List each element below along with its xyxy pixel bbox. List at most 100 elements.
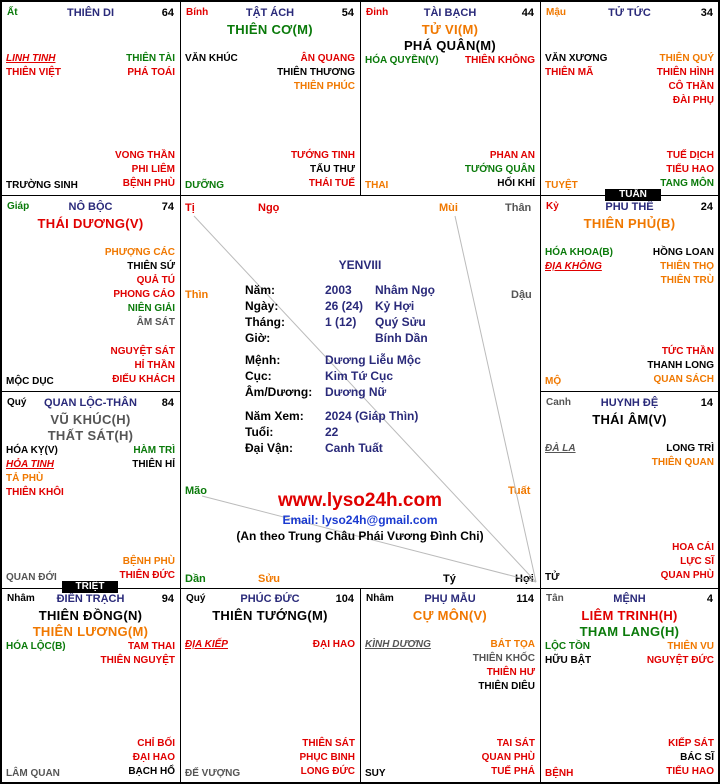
- main-star: LIÊM TRINH(H): [581, 608, 678, 623]
- left-stars: HÓA QUYỀN(V): [365, 54, 439, 68]
- minor-star: QUAN PHÙ: [481, 752, 535, 763]
- bottom-right-stars: HOA CÁI LỰC SĨ QUAN PHÙ: [661, 541, 714, 583]
- grid-line: [360, 0, 361, 196]
- left-stars: LINH TINH THIÊN VIỆT: [6, 52, 61, 80]
- minor-star: TAI SÁT: [496, 738, 535, 749]
- minor-star: PHI LIÊM: [131, 164, 175, 175]
- right-stars: TAM THAI THIÊN NGUYỆT: [101, 640, 175, 668]
- info-value-2: Nhâm Ngọ: [375, 283, 435, 297]
- minor-star: THIÊN HƯ: [486, 667, 535, 678]
- palace-header: Nhâm PHỤ MẪU 114: [366, 593, 534, 607]
- minor-star: KIẾP SÁT: [668, 738, 714, 749]
- minor-star: THIÊN VIỆT: [6, 67, 62, 78]
- minor-star: VĂN KHÚC: [185, 53, 238, 64]
- right-stars: PHƯỢNG CÁC THIÊN SỨ QUẢ TÚ PHONG CÁO NIÊN GI…: [105, 246, 175, 330]
- branch-than: Thân: [505, 202, 532, 214]
- method-note: (An theo Trung Châu Phái Vương Đình Chi): [236, 529, 484, 543]
- palace-age-number: 24: [700, 201, 713, 213]
- palace-name: QUAN LỘC-THÂN: [44, 397, 137, 409]
- minor-star: LONG TRÌ: [666, 443, 714, 454]
- minor-star: LỘC TỒN: [545, 641, 590, 652]
- bottom-right-stars: TUẾ DỊCH TIỂU HAO TANG MÔN: [660, 149, 714, 191]
- palace-age-number: 74: [161, 201, 174, 213]
- minor-star: HÓA KỴ(V): [6, 445, 58, 456]
- minor-star: LỰC SĨ: [680, 556, 714, 567]
- palace-c1: Bính TẬT ÁCH 54 THIÊN CƠ(M) VĂN KHÚC ÂN QUA…: [181, 2, 359, 194]
- minor-star: HOA CÁI: [672, 542, 714, 553]
- chart-owner-name: YENVIII: [338, 258, 382, 272]
- bottom-right-stars: BỆNH PHÙ THIÊN ĐỨC: [119, 555, 175, 583]
- palace-name: MỆNH: [613, 593, 646, 605]
- heavenly-stem: Canh: [546, 397, 571, 408]
- minor-star: THIÊN KHÔNG: [465, 55, 535, 66]
- minor-star: BỆNH PHÙ: [122, 178, 175, 189]
- minor-star: HÓA QUYỀN(V): [365, 55, 439, 66]
- minor-star: ĐẠI HAO: [132, 752, 175, 763]
- bottom-right-stars: TAI SÁT QUAN PHÙ TUẾ PHÁ: [482, 737, 535, 779]
- main-star: TỬ VI(M): [421, 22, 479, 37]
- minor-star: TIỂU HAO: [666, 766, 714, 777]
- info-value-2: Bính Dần: [375, 331, 428, 345]
- palace-header: Quý PHÚC ĐỨC 104: [186, 593, 354, 607]
- info-label: Năm Xem:: [245, 409, 304, 423]
- main-star: THIÊN TƯỚNG(M): [212, 608, 328, 623]
- branch-ty: Tý: [443, 573, 456, 585]
- branch-tuat: Tuất: [508, 485, 531, 497]
- minor-star: TAM THAI: [127, 641, 175, 652]
- left-stars: ĐỊA KIẾP: [185, 638, 228, 652]
- palace-name: PHÚC ĐỨC: [240, 593, 300, 605]
- info-label: Ngày:: [245, 299, 279, 313]
- center-info-panel: Tị Ngọ Mùi Thân Thìn Dậu Mão Tuất Dần Sử…: [180, 196, 540, 588]
- main-star: THIÊN ĐỒNG(N): [38, 608, 143, 623]
- minor-star: BẠCH HỔ: [128, 766, 175, 777]
- minor-star: ĐÀI PHỤ: [672, 95, 714, 106]
- info-value: 22: [325, 425, 339, 439]
- minor-star: ĐỊA KHÔNG: [545, 261, 602, 272]
- palace-header: Đinh TÀI BẠCH 44: [366, 7, 534, 21]
- minor-star: THIÊN THƯƠNG: [277, 67, 355, 78]
- heavenly-stem: Giáp: [7, 201, 30, 212]
- minor-star: THIÊN ĐỨC: [119, 570, 175, 581]
- info-label: Âm/Dương:: [245, 385, 313, 399]
- minor-star: THIÊN HÌNH: [656, 67, 714, 78]
- left-stars: HÓA KHOA(B) ĐỊA KHÔNG: [545, 246, 613, 274]
- minor-star: PHỤC BINH: [299, 752, 355, 763]
- minor-star: THIÊN MÃ: [545, 67, 594, 78]
- left-stars: KÌNH DƯƠNG: [365, 638, 431, 652]
- minor-star: TƯỚNG TINH: [290, 150, 355, 161]
- life-stage: DƯỠNG: [185, 180, 225, 191]
- center-diagonal-lines: [193, 215, 537, 583]
- right-stars: THIÊN VU NGUYỆT ĐỨC: [647, 640, 714, 668]
- palace-age-number: 4: [706, 593, 713, 605]
- minor-star: ÂN QUANG: [300, 53, 355, 64]
- palace-header: Bính TẬT ÁCH 54: [186, 7, 354, 21]
- heavenly-stem: Kỷ: [546, 201, 559, 212]
- minor-star: THIÊN PHÚC: [293, 81, 355, 92]
- palace-name: THIÊN DI: [66, 7, 115, 19]
- palace-c4: Giáp NÔ BỘC 74 THÁI DƯƠNG(V) PHƯỢNG CÁC THI…: [2, 196, 179, 390]
- palace-age-number: 54: [341, 7, 354, 19]
- palace-header: Ất THIÊN DI 64: [7, 7, 174, 21]
- main-star: THIÊN LƯƠNG(M): [32, 624, 149, 639]
- minor-star: THIÊN QUÝ: [659, 53, 714, 64]
- main-star: THIÊN CƠ(M): [227, 22, 313, 37]
- branch-dan: Dần: [185, 573, 206, 585]
- palace-age-number: 14: [700, 397, 713, 409]
- info-value: Dương Nữ: [325, 385, 387, 399]
- info-value-2: Quý Sửu: [375, 315, 426, 329]
- grid-line: [180, 0, 181, 784]
- main-star: THIÊN PHỦ(B): [583, 216, 676, 231]
- life-stage: MỘ: [545, 376, 562, 387]
- grid-line: [0, 588, 720, 589]
- minor-star: NGUYỆT SÁT: [110, 346, 175, 357]
- heavenly-stem: Tân: [546, 593, 564, 604]
- info-value: 26 (24): [325, 299, 364, 313]
- heavenly-stem: Đinh: [366, 7, 389, 18]
- minor-star: BỆNH PHÙ: [122, 556, 175, 567]
- palace-name: TỬ TỨC: [608, 7, 651, 19]
- right-stars: ĐẠI HAO: [313, 638, 355, 652]
- life-stage: QUAN ĐỚI: [6, 572, 57, 583]
- site-link[interactable]: www.lyso24h.com: [277, 490, 442, 511]
- minor-star: HỮU BẬT: [545, 655, 592, 666]
- info-value: 1 (12): [325, 315, 357, 329]
